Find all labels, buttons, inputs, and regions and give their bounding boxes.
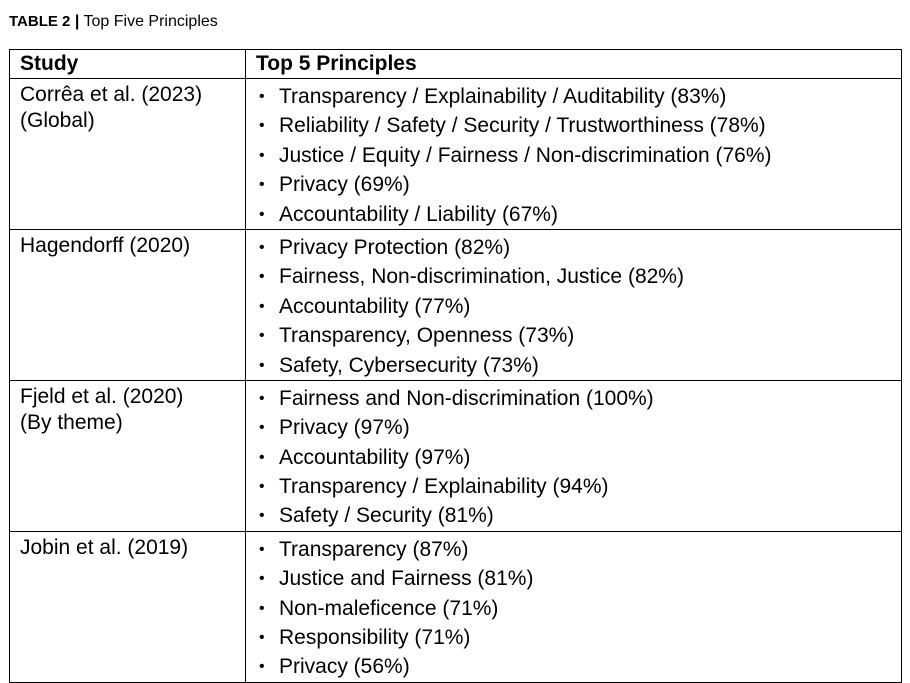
table-row: Hagendorff (2020) • Privacy Protection (8… xyxy=(9,228,902,381)
bullet-icon: • xyxy=(259,146,265,164)
list-item: • Justice and Fairness (81%) xyxy=(256,564,901,593)
principle-text: Transparency / Explainability / Auditabi… xyxy=(279,85,727,108)
list-item: • Reliability / Safety / Security / Trust… xyxy=(256,111,901,140)
caption-separator: | xyxy=(74,13,80,30)
principle-text: Responsibility (71%) xyxy=(279,626,471,650)
study-scope: (By theme) xyxy=(20,410,123,434)
study-cell: Corrêa et al. (2023) (Global) xyxy=(9,78,246,230)
principle-text: Transparency / Explainability (94%) xyxy=(279,475,609,499)
study-name: Fjeld et al. (2020) xyxy=(20,384,184,408)
principle-text: Non-maleficence (71%) xyxy=(279,596,499,620)
principle-text: Privacy (97%) xyxy=(279,416,410,440)
study-cell: Hagendorff (2020) xyxy=(9,228,246,381)
study-cell: Jobin et al. (2019) xyxy=(9,530,246,683)
principles-cell: • Transparency / Explainability / Auditab… xyxy=(245,78,902,230)
header-principles: Top 5 Principles xyxy=(245,49,902,79)
list-item: • Transparency, Openness (73%) xyxy=(256,321,901,350)
principle-text: Privacy Protection (82%) xyxy=(279,235,511,259)
header-study: Study xyxy=(9,49,246,79)
principle-text: Safety, Cybersecurity (73%) xyxy=(279,353,539,377)
list-item: • Accountability / Liability (67%) xyxy=(256,200,901,229)
study-cell: Fjeld et al. (2020) (By theme) xyxy=(9,379,246,532)
list-item: • Transparency / Explainability (94%) xyxy=(256,472,901,501)
principle-text: Accountability (97%) xyxy=(279,445,471,469)
principle-text: Reliability / Safety / Security / Trustw… xyxy=(279,114,766,138)
principle-text: Privacy (69%) xyxy=(279,173,410,197)
study-scope: (Global) xyxy=(20,109,95,132)
bullet-icon: • xyxy=(259,238,265,256)
list-item: • Non-maleficence (71%) xyxy=(256,594,901,623)
table-caption: TABLE 2 | Top Five Principles xyxy=(9,12,218,32)
list-item: • Accountability (77%) xyxy=(256,292,901,321)
principle-text: Accountability / Liability (67%) xyxy=(279,202,558,226)
bullet-icon: • xyxy=(259,570,265,588)
table-row: Jobin et al. (2019) • Transparency (87%) … xyxy=(9,530,902,683)
principle-text: Privacy (56%) xyxy=(279,655,410,679)
bullet-icon: • xyxy=(259,327,265,345)
bullet-icon: • xyxy=(259,88,265,105)
list-item: • Safety / Security (81%) xyxy=(256,501,901,530)
list-item: • Fairness and Non-discrimination (100%) xyxy=(256,384,901,413)
principle-text: Justice and Fairness (81%) xyxy=(279,567,534,591)
principles-cell: • Transparency (87%) • Justice and Fairnes… xyxy=(245,530,902,683)
bullet-icon: • xyxy=(259,176,265,194)
list-item: • Accountability (97%) xyxy=(256,443,901,472)
table-row: Fjeld et al. (2020) (By theme) • Fairness… xyxy=(9,379,902,532)
principle-text: Fairness and Non-discrimination (100%) xyxy=(279,386,654,410)
list-item: • Privacy (97%) xyxy=(256,413,901,442)
bullet-icon: • xyxy=(259,599,265,617)
study-name: Corrêa et al. (2023) xyxy=(20,83,203,106)
bullet-icon: • xyxy=(259,389,265,407)
list-item: • Safety, Cybersecurity (73%) xyxy=(256,351,901,380)
list-item: • Transparency (87%) xyxy=(256,535,901,564)
bullet-icon: • xyxy=(259,629,265,647)
list-item: • Transparency / Explainability / Auditab… xyxy=(256,82,901,111)
principle-text: Safety / Security (81%) xyxy=(279,504,494,528)
bullet-icon: • xyxy=(259,356,265,374)
principles-list: • Transparency / Explainability / Auditab… xyxy=(256,79,901,229)
study-name: Jobin et al. (2019) xyxy=(20,535,189,559)
list-item: • Privacy (69%) xyxy=(256,170,901,199)
principles-table: Study Top 5 Principles Corrêa et al. (20… xyxy=(9,49,902,683)
bullet-icon: • xyxy=(259,448,265,466)
table-label: TABLE 2 xyxy=(9,13,71,30)
bullet-icon: • xyxy=(259,540,265,558)
principles-cell: • Privacy Protection (82%) • Fairness, Non… xyxy=(245,228,902,381)
bullet-icon: • xyxy=(259,117,265,135)
list-item: • Fairness, Non-discrimination, Justice (… xyxy=(256,262,901,291)
principle-text: Fairness, Non-discrimination, Justice (8… xyxy=(279,265,684,289)
bullet-icon: • xyxy=(259,268,265,286)
table-title: Top Five Principles xyxy=(83,13,218,30)
table-row: Corrêa et al. (2023) (Global) • Transpare… xyxy=(9,78,902,230)
bullet-icon: • xyxy=(259,419,265,437)
principles-list: • Transparency (87%) • Justice and Fairnes… xyxy=(256,532,901,682)
principles-list: • Fairness and Non-discrimination (100%) … xyxy=(256,381,901,531)
principle-text: Justice / Equity / Fairness / Non-discri… xyxy=(279,143,772,167)
principles-list: • Privacy Protection (82%) • Fairness, Non… xyxy=(256,230,901,380)
principles-cell: • Fairness and Non-discrimination (100%) … xyxy=(245,379,902,532)
bullet-icon: • xyxy=(259,507,265,525)
bullet-icon: • xyxy=(259,297,265,315)
bullet-icon: • xyxy=(259,205,265,223)
study-name: Hagendorff (2020) xyxy=(20,233,191,257)
bullet-icon: • xyxy=(259,478,265,496)
bullet-icon: • xyxy=(259,658,265,676)
principle-text: Transparency (87%) xyxy=(279,537,469,561)
list-item: • Privacy Protection (82%) xyxy=(256,233,901,262)
list-item: • Responsibility (71%) xyxy=(256,623,901,652)
list-item: • Privacy (56%) xyxy=(256,652,901,681)
list-item: • Justice / Equity / Fairness / Non-discr… xyxy=(256,141,901,170)
table-header-row: Study Top 5 Principles xyxy=(9,49,902,79)
principle-text: Transparency, Openness (73%) xyxy=(279,324,575,348)
principle-text: Accountability (77%) xyxy=(279,294,471,318)
